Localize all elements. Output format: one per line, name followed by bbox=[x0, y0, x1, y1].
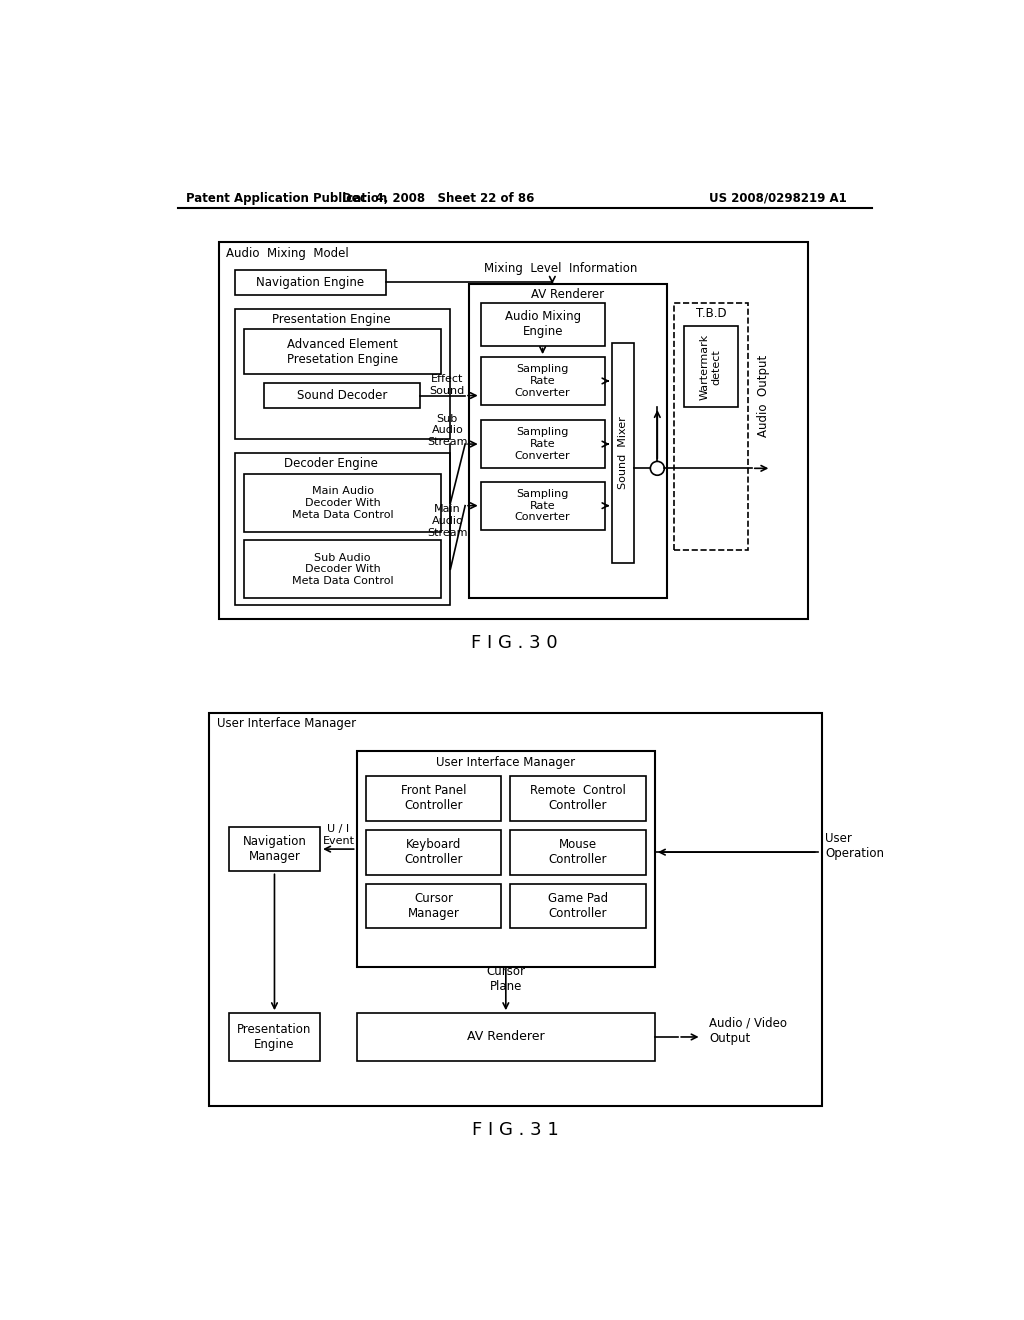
Text: Decoder Engine: Decoder Engine bbox=[284, 457, 378, 470]
Text: Effect
Sound: Effect Sound bbox=[430, 374, 465, 396]
Bar bbox=[366, 830, 501, 875]
Bar bbox=[234, 453, 451, 605]
Text: Audio Mixing
Engine: Audio Mixing Engine bbox=[505, 310, 581, 338]
Text: Sound  Mixer: Sound Mixer bbox=[618, 417, 629, 490]
Text: AV Renderer: AV Renderer bbox=[531, 288, 604, 301]
Bar bbox=[219, 242, 809, 619]
Text: Mouse
Controller: Mouse Controller bbox=[549, 838, 607, 866]
Text: Sub Audio
Decoder With
Meta Data Control: Sub Audio Decoder With Meta Data Control bbox=[292, 553, 393, 586]
Bar bbox=[209, 713, 821, 1106]
Text: Presentation Engine: Presentation Engine bbox=[271, 313, 390, 326]
Text: Wartermark
detect: Wartermark detect bbox=[700, 334, 722, 400]
Bar bbox=[510, 776, 646, 821]
Bar bbox=[234, 271, 386, 294]
Text: Navigation
Manager: Navigation Manager bbox=[243, 836, 306, 863]
Text: Audio / Video
Output: Audio / Video Output bbox=[710, 1016, 787, 1045]
Text: User Interface Manager: User Interface Manager bbox=[436, 755, 575, 768]
Text: F I G . 3 1: F I G . 3 1 bbox=[472, 1121, 559, 1139]
Bar bbox=[263, 383, 420, 408]
Bar bbox=[480, 304, 604, 346]
Text: Sound Decoder: Sound Decoder bbox=[297, 389, 387, 403]
Text: Audio  Mixing  Model: Audio Mixing Model bbox=[225, 247, 348, 260]
Text: User Interface Manager: User Interface Manager bbox=[217, 717, 356, 730]
Bar bbox=[245, 474, 441, 532]
Text: Sub
Audio
Stream: Sub Audio Stream bbox=[427, 413, 468, 446]
Bar bbox=[480, 482, 604, 529]
Text: Sampling
Rate
Converter: Sampling Rate Converter bbox=[515, 428, 570, 461]
Text: Presentation
Engine: Presentation Engine bbox=[238, 1023, 311, 1051]
Text: Mixing  Level  Information: Mixing Level Information bbox=[484, 261, 638, 275]
Bar bbox=[675, 304, 748, 549]
Text: Sampling
Rate
Converter: Sampling Rate Converter bbox=[515, 364, 570, 397]
Text: Dec. 4, 2008   Sheet 22 of 86: Dec. 4, 2008 Sheet 22 of 86 bbox=[342, 191, 535, 205]
Bar bbox=[366, 776, 501, 821]
Text: AV Renderer: AV Renderer bbox=[467, 1031, 545, 1044]
Text: Patent Application Publication: Patent Application Publication bbox=[186, 191, 387, 205]
Bar bbox=[480, 358, 604, 405]
Bar bbox=[480, 420, 604, 469]
Bar bbox=[684, 326, 738, 407]
Text: Audio  Output: Audio Output bbox=[757, 355, 770, 437]
Text: Game Pad
Controller: Game Pad Controller bbox=[548, 892, 608, 920]
Text: Main
Audio
Stream: Main Audio Stream bbox=[427, 504, 468, 537]
Bar bbox=[366, 884, 501, 928]
Text: Cursor
Manager: Cursor Manager bbox=[408, 892, 460, 920]
Bar bbox=[245, 330, 441, 374]
Bar bbox=[234, 309, 451, 440]
Bar bbox=[510, 830, 646, 875]
Text: User
Operation: User Operation bbox=[825, 832, 885, 861]
Bar bbox=[228, 826, 321, 871]
Bar bbox=[228, 1014, 321, 1061]
Text: US 2008/0298219 A1: US 2008/0298219 A1 bbox=[710, 191, 847, 205]
Bar bbox=[356, 751, 655, 966]
Text: U / I
Event: U / I Event bbox=[323, 825, 354, 846]
Text: Advanced Element
Presetation Engine: Advanced Element Presetation Engine bbox=[287, 338, 398, 366]
Text: Cursor
Plane: Cursor Plane bbox=[486, 965, 525, 993]
Text: Main Audio
Decoder With
Meta Data Control: Main Audio Decoder With Meta Data Contro… bbox=[292, 486, 393, 520]
Bar bbox=[245, 540, 441, 598]
Text: Remote  Control
Controller: Remote Control Controller bbox=[530, 784, 626, 812]
Text: Keyboard
Controller: Keyboard Controller bbox=[404, 838, 463, 866]
Bar bbox=[612, 343, 634, 562]
Text: F I G . 3 0: F I G . 3 0 bbox=[471, 635, 557, 652]
Bar bbox=[469, 284, 667, 598]
Text: Sampling
Rate
Converter: Sampling Rate Converter bbox=[515, 490, 570, 523]
Text: T.B.D: T.B.D bbox=[696, 308, 726, 321]
Text: Navigation Engine: Navigation Engine bbox=[256, 276, 365, 289]
Bar bbox=[356, 1014, 655, 1061]
Bar bbox=[510, 884, 646, 928]
Text: Front Panel
Controller: Front Panel Controller bbox=[400, 784, 466, 812]
